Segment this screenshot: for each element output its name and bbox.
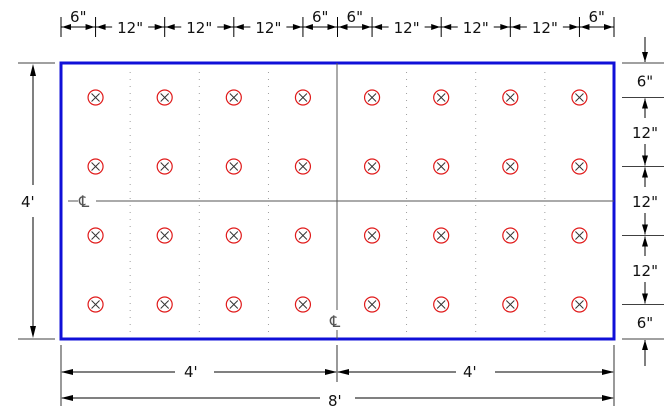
top-dimension-label: 12" [463,19,489,37]
dimension-arrow [327,24,337,30]
dimension-arrow [154,24,164,30]
circled-x-icon [433,158,450,175]
dimension-label-mask [388,19,425,36]
horizontal-centerline-symbol: ℄ [78,192,90,211]
circled-x-icon [502,158,519,175]
dimension-arrow [292,24,302,30]
right-dimension-chain: 6" 12" 12" 12" 6" [622,37,664,366]
circled-x-icon [433,89,450,106]
circled-x-icon [502,296,519,313]
dimension-arrow [511,24,521,30]
right-dimension-label: 6" [637,72,653,90]
circled-x-icon [294,89,312,106]
dimension-label-mask [181,19,218,36]
dimension-arrow [303,24,313,30]
dimension-arrow [234,24,244,30]
dimension-arrow [223,24,233,30]
circled-x-icon [156,158,173,175]
circled-x-icon [433,296,450,313]
dimension-arrow [580,24,590,30]
circled-x-icon [294,227,312,244]
top-dimension-label: 12" [117,19,143,37]
top-dimension-chain: 6" 12" 12" 12" 6" 6" 12" 12" 12" 6" [60,8,615,37]
circled-x-icon [502,227,519,244]
right-dimension-label: 12" [632,193,658,211]
dimension-arrow [604,24,613,30]
right-dimension-label: 12" [632,124,658,142]
dimension-arrow [642,167,648,178]
top-dimension-label: 6" [588,8,604,26]
circled-x-icon [433,227,450,244]
circled-x-icon [156,89,173,106]
left-dimension: 4' [18,62,55,340]
top-dimension-label: 6" [312,8,328,26]
circled-x-icon [363,227,381,244]
bottom-right-half-label: 4' [463,363,477,381]
circled-x-icon [87,158,104,175]
left-dimension-label: 4' [21,193,35,211]
dimension-arrow [62,24,71,30]
dimension-label-mask [457,19,494,36]
circled-x-icon [294,158,312,175]
circled-x-icon [363,89,381,106]
circled-x-icon [363,296,381,313]
circled-x-icon [225,227,242,244]
dimension-arrow [85,24,95,30]
circled-x-icon [571,227,588,244]
circled-x-icon [156,296,173,313]
dimension-arrow [96,24,106,30]
dimension-arrow [373,24,383,30]
top-dimension-label: 6" [347,8,363,26]
circled-x-icon [225,89,242,106]
circled-x-icon [87,227,104,244]
top-dimension-label: 12" [532,19,558,37]
dimension-arrow [500,24,510,30]
bottom-total-label: 8' [328,392,342,406]
top-dimension-label: 12" [255,19,281,37]
top-dimension-label: 12" [394,19,420,37]
dimension-arrow [338,24,348,30]
right-dimension-label: 6" [637,314,653,332]
dimension-arrow [642,155,648,166]
circled-x-icon [363,158,381,175]
dimension-arrow [642,236,648,247]
right-dimension-label: 12" [632,262,658,280]
vertical-centerline-symbol: ℄ [329,312,341,331]
dimension-arrow [362,24,372,30]
circled-x-icon [225,296,242,313]
dimension-arrow [642,98,648,109]
circled-x-icon [294,296,312,313]
dimension-label-mask [526,19,563,36]
circled-x-icon [156,227,173,244]
circled-x-icon [225,158,242,175]
dimension-arrow [642,293,648,304]
circled-x-icon [87,89,104,106]
top-dimension-label: 12" [186,19,212,37]
circled-x-icon [571,296,588,313]
dimension-arrow [165,24,175,30]
circled-x-icon [502,89,519,106]
top-dimension-label: 6" [70,8,86,26]
dimension-label-mask [112,19,149,36]
dimension-label-mask [250,19,287,36]
dimension-arrow [431,24,441,30]
dimension-arrow [569,24,579,30]
dimension-arrow [442,24,452,30]
circled-x-icon [87,296,104,313]
bottom-dimensions: 4' 4' 8' [60,345,615,406]
dimension-arrow [642,340,648,350]
dimension-arrow [642,52,648,62]
bottom-left-half-label: 4' [184,363,198,381]
marker-grid [87,89,588,313]
dimension-arrow [642,224,648,235]
circled-x-icon [571,158,588,175]
circled-x-icon [571,89,588,106]
